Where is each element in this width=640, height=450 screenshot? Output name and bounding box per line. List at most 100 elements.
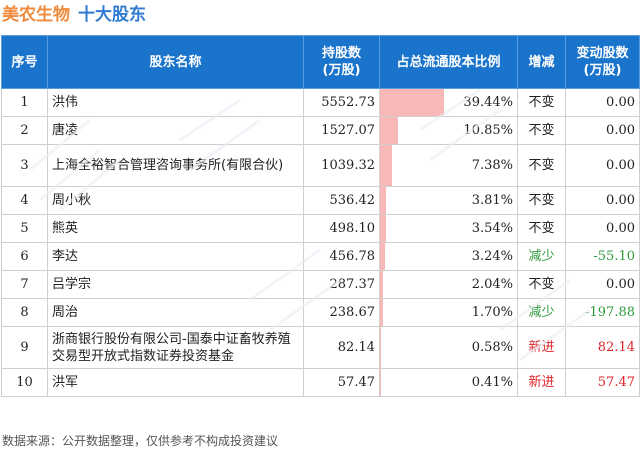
ratio-value: 0.41% [471,375,513,390]
row-index: 5 [1,214,48,243]
col-header-change-amount: 变动股数 (万股) [565,35,640,89]
page-title: 美农生物 十大股东 [2,3,146,27]
change-type: 减少 [517,298,566,327]
ratio-cell: 3.81% [379,186,518,215]
row-index: 8 [1,298,48,327]
row-index: 2 [1,116,48,145]
ratio-cell: 3.54% [379,214,518,243]
col-header-change-type: 增减 [517,35,566,89]
ratio-value: 39.44% [463,95,513,110]
table-row: 3 上海全裕智合管理咨询事务所(有限合伙) 1039.32 7.38% 不变 0.00 [1,144,640,187]
ratio-cell: 39.44% [379,88,518,117]
shareholder-name: 浙商银行股份有限公司-国泰中证畜牧养殖交易型开放式指数证券投资基金 [47,326,304,369]
change-amount: -197.88 [565,298,640,327]
footer-note: 数据来源：公开数据整理，仅供参考不构成投资建议 [2,434,279,448]
ratio-bar [380,271,384,298]
change-type: 新进 [517,368,566,397]
change-amount: 82.14 [565,326,640,369]
shareholder-name: 熊英 [47,214,304,243]
company-name: 美农生物 [2,5,70,25]
change-amount: 0.00 [565,214,640,243]
ratio-cell: 0.41% [379,368,518,397]
row-index: 4 [1,186,48,215]
shareholder-name: 洪军 [47,368,304,397]
holding-value: 287.37 [303,270,380,299]
table-row: 1 洪伟 5552.73 39.44% 不变 0.00 [1,88,640,117]
ratio-bar [380,299,383,326]
row-index: 9 [1,326,48,369]
holding-value: 498.10 [303,214,380,243]
change-amount: 57.47 [565,368,640,397]
ratio-value: 7.38% [471,158,513,173]
holding-value: 57.47 [303,368,380,397]
change-type: 不变 [517,270,566,299]
change-type: 不变 [517,88,566,117]
holding-value: 456.78 [303,242,380,271]
change-type: 新进 [517,326,566,369]
ratio-bar [380,215,386,242]
ratio-bar [380,89,444,116]
holding-value: 238.67 [303,298,380,327]
col-header-ratio: 占总流通股本比例 [379,35,518,89]
col-header-name: 股东名称 [47,35,304,89]
table-row: 2 唐凌 1527.07 10.85% 不变 0.00 [1,116,640,145]
change-amount: 0.00 [565,270,640,299]
ratio-value: 2.04% [471,277,513,292]
title-subtitle: 十大股东 [78,5,146,25]
shareholders-table: 序号 股东名称 持股数 (万股) 占总流通股本比例 增减 变动股数 (万股) 1… [1,35,640,397]
row-index: 6 [1,242,48,271]
holding-value: 5552.73 [303,88,380,117]
ratio-value: 3.24% [471,249,513,264]
change-type: 减少 [517,242,566,271]
col-header-holding: 持股数 (万股) [303,35,380,89]
ratio-bar [380,369,381,396]
col-header-index: 序号 [1,35,48,89]
table-row: 5 熊英 498.10 3.54% 不变 0.00 [1,214,640,243]
table-row: 8 周治 238.67 1.70% 减少 -197.88 [1,298,640,327]
ratio-value: 10.85% [463,123,513,138]
ratio-cell: 0.58% [379,326,518,369]
change-amount: 0.00 [565,186,640,215]
holding-value: 82.14 [303,326,380,369]
ratio-cell: 10.85% [379,116,518,145]
table-row: 10 洪军 57.47 0.41% 新进 57.47 [1,368,640,397]
row-index: 10 [1,368,48,397]
ratio-cell: 7.38% [379,144,518,187]
ratio-bar [380,327,381,368]
change-type: 不变 [517,144,566,187]
ratio-bar [380,145,392,186]
holding-value: 1039.32 [303,144,380,187]
ratio-bar [380,117,398,144]
ratio-cell: 2.04% [379,270,518,299]
table-row: 7 吕学宗 287.37 2.04% 不变 0.00 [1,270,640,299]
ratio-value: 0.58% [471,340,513,355]
shareholder-name: 吕学宗 [47,270,304,299]
table-row: 9 浙商银行股份有限公司-国泰中证畜牧养殖交易型开放式指数证券投资基金 82.14 0… [1,326,640,369]
ratio-value: 1.70% [471,305,513,320]
shareholder-name: 唐凌 [47,116,304,145]
ratio-bar [380,187,387,214]
ratio-bar [380,243,386,270]
holding-value: 1527.07 [303,116,380,145]
ratio-value: 3.81% [471,193,513,208]
table-row: 4 周小秋 536.42 3.81% 不变 0.00 [1,186,640,215]
shareholder-name: 上海全裕智合管理咨询事务所(有限合伙) [47,144,304,187]
holding-value: 536.42 [303,186,380,215]
shareholder-name: 洪伟 [47,88,304,117]
table-header-row: 序号 股东名称 持股数 (万股) 占总流通股本比例 增减 变动股数 (万股) [1,35,640,89]
shareholder-name: 周治 [47,298,304,327]
ratio-cell: 3.24% [379,242,518,271]
ratio-value: 3.54% [471,221,513,236]
shareholder-name: 周小秋 [47,186,304,215]
change-type: 不变 [517,186,566,215]
ratio-cell: 1.70% [379,298,518,327]
row-index: 3 [1,144,48,187]
shareholder-name: 李达 [47,242,304,271]
change-amount: 0.00 [565,88,640,117]
change-amount: 0.00 [565,116,640,145]
row-index: 1 [1,88,48,117]
change-type: 不变 [517,116,566,145]
row-index: 7 [1,270,48,299]
change-amount: -55.10 [565,242,640,271]
change-type: 不变 [517,214,566,243]
